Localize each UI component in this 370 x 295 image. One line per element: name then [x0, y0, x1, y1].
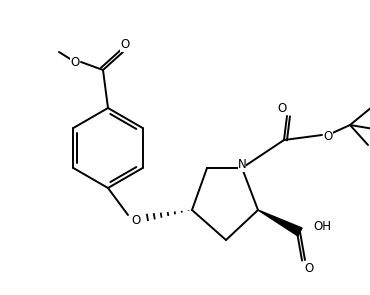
- Text: N: N: [238, 158, 246, 171]
- Text: O: O: [278, 101, 287, 114]
- Polygon shape: [258, 210, 302, 236]
- Text: O: O: [70, 55, 80, 68]
- Text: OH: OH: [313, 220, 331, 234]
- Text: O: O: [305, 261, 314, 275]
- Text: O: O: [323, 130, 333, 143]
- Text: O: O: [120, 39, 130, 52]
- Text: O: O: [131, 214, 141, 227]
